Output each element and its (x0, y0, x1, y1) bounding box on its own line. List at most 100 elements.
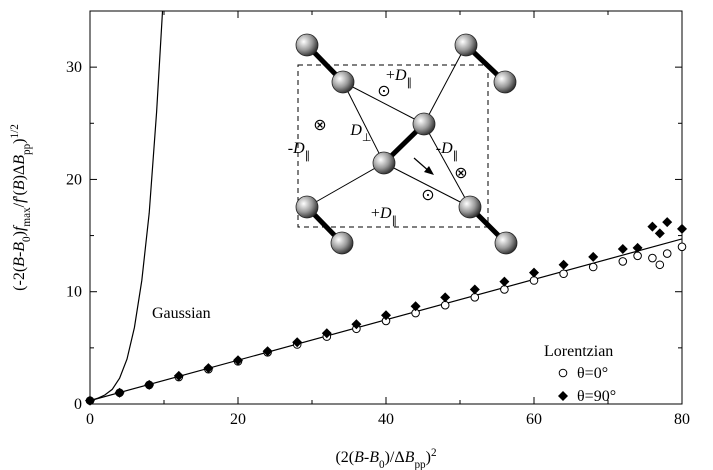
diamond-marker (558, 259, 569, 270)
inset-label-part: ⊗ (454, 165, 467, 182)
diamond-marker (469, 284, 480, 295)
inset-label-part: ⊗ (313, 117, 326, 134)
x-tick-label: 20 (230, 411, 246, 428)
x-axis-label-part: 0 (379, 459, 385, 470)
y-axis-label-part: B (11, 180, 28, 190)
diamond-marker (654, 228, 665, 239)
circle-marker (529, 276, 539, 285)
circle-marker (648, 253, 657, 263)
diamond-marker (410, 301, 421, 312)
y-axis-label-part: )Δ (11, 165, 28, 181)
unit-cell (297, 64, 489, 228)
diamond-marker (144, 379, 155, 390)
y-axis-label-part: ) (11, 231, 28, 236)
inset-label: ⊗ (454, 165, 467, 182)
circle-marker (633, 251, 642, 261)
x-axis-label-part: - (364, 449, 369, 466)
diamond-marker (662, 217, 673, 228)
y-axis-label-part: B (11, 242, 28, 252)
y-axis-label-part: ) (11, 138, 28, 143)
circle-marker (677, 242, 687, 252)
y-axis-label-part: 1/2 (9, 124, 21, 138)
inset-label: +D∥ (371, 205, 397, 227)
inset-label-part: D (349, 122, 362, 139)
series-label: Gaussian (152, 305, 211, 322)
inset-label-part: ⊙ (377, 83, 390, 100)
circle-marker (440, 300, 450, 310)
x-axis-label-part: )/Δ (385, 449, 405, 466)
circle-marker (559, 269, 568, 279)
diamond-marker (321, 328, 332, 339)
thin-bonds (306, 44, 471, 208)
inset-label-part: D (440, 140, 453, 157)
diamond-marker (173, 370, 184, 381)
line (90, 11, 164, 402)
legend-title: Lorentzian (544, 343, 613, 360)
inset-diagram (295, 33, 518, 255)
x-axis-label-part: ) (426, 449, 431, 466)
diamond-marker (440, 292, 451, 303)
y-axis-label-part: / (11, 202, 28, 207)
x-axis-label-part: B (405, 449, 415, 466)
diamond-marker (499, 276, 510, 287)
diamond-marker (381, 310, 391, 321)
diamond-marker (617, 244, 628, 255)
y-axis-label-part: B (11, 155, 28, 165)
y-axis-label-part: f (11, 224, 28, 231)
inset-label-part: ⊥ (362, 132, 372, 144)
inset-label: +D∥ (386, 67, 412, 89)
diamond-marker (647, 221, 658, 232)
x-axis-label-part: B (354, 449, 364, 466)
diamond-marker (114, 387, 125, 398)
inset-label-part: ∥ (305, 150, 311, 162)
circle-marker (558, 368, 568, 378)
inset-label: -D∥ (436, 140, 458, 162)
inset-label: ⊙ (421, 187, 434, 204)
inset-label-part: ∥ (407, 77, 413, 89)
x-tick-label: 40 (378, 411, 394, 428)
y-axis-label-part: (-2( (11, 267, 28, 291)
atoms (295, 33, 518, 255)
diamond-marker (632, 242, 643, 253)
arrow-head (424, 166, 434, 175)
y-axis-label-part: pp (21, 143, 33, 155)
diamond-marker (203, 363, 214, 374)
x-tick-label: 0 (86, 411, 94, 428)
y-axis-label-part: 0 (21, 236, 33, 242)
circle-marker (500, 285, 509, 294)
circle-marker (470, 293, 480, 302)
diamond-marker (588, 251, 599, 262)
circle-marker (655, 260, 665, 270)
circle-marker (618, 257, 628, 266)
diamond-marker (262, 346, 273, 357)
circle-marker (662, 249, 672, 258)
diamond-marker (558, 391, 568, 401)
inset-label-part: - (436, 140, 441, 157)
x-axis-label-part: 2 (431, 447, 437, 459)
x-axis-label: (2(B-B0)/ΔBpp)2 (335, 447, 436, 470)
y-axis-label-part: '( (11, 190, 28, 198)
x-axis-label-part: B (369, 449, 379, 466)
legend-label: θ=90° (577, 388, 616, 405)
diamond-marker (292, 337, 303, 348)
inset-label: ⊗ (313, 117, 326, 134)
x-axis-label-part: pp (414, 459, 426, 470)
circle-marker (588, 262, 598, 272)
diamond-marker (351, 319, 362, 330)
y-axis-label-part: - (11, 252, 28, 257)
diamond-marker (233, 355, 243, 366)
inset-label-part: ⊙ (421, 187, 434, 204)
y-tick-label: 0 (74, 396, 82, 413)
x-axis-label-part: (2( (335, 449, 354, 466)
inset-label: D⊥ (349, 122, 371, 144)
y-tick-label: 20 (66, 171, 82, 188)
diamond-marker (529, 267, 539, 278)
legend-label: θ=0° (577, 365, 608, 382)
inset-label-part: - (288, 140, 293, 157)
x-tick-label: 60 (526, 411, 542, 428)
inset-label-part: D (379, 205, 392, 222)
inset-label: -D∥ (288, 140, 310, 162)
y-axis-label: (-2(B-B0)fmax/f'(B)ΔBpp)1/2 (9, 124, 33, 291)
y-tick-label: 10 (66, 284, 82, 301)
